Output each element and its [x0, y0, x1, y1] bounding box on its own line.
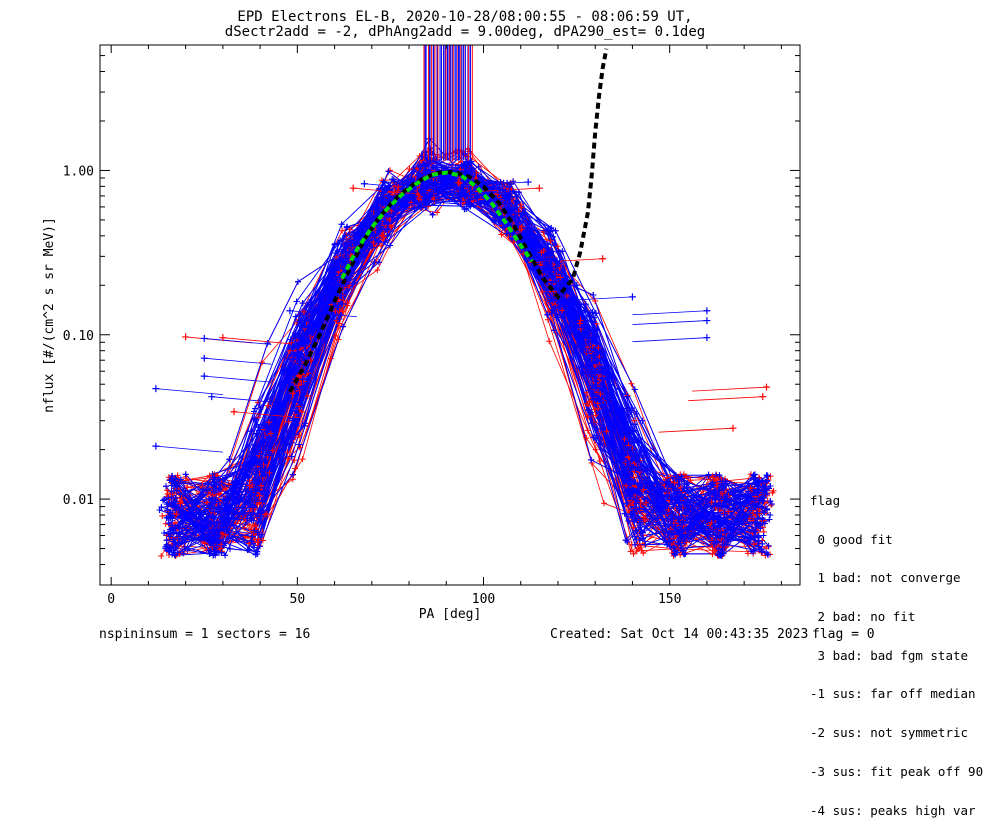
outer-marker-red: [763, 384, 770, 391]
outer-line-blue: [632, 311, 706, 315]
x-axis-label: PA [deg]: [419, 607, 482, 622]
plus-marker-blue: [642, 542, 648, 548]
footer-left: nspininsum = 1 sectors = 16: [99, 627, 310, 642]
x-tick-label: 100: [472, 592, 495, 607]
outer-line-red: [692, 387, 766, 391]
outer-marker-blue: [201, 335, 208, 342]
outer-marker-blue: [703, 334, 710, 341]
outer-line-blue: [212, 397, 279, 403]
outer-marker-blue: [201, 373, 208, 380]
plus-marker-red: [768, 502, 774, 508]
outer-marker-red: [759, 393, 766, 400]
outer-line-blue: [156, 389, 223, 395]
plus-marker-blue: [227, 546, 233, 552]
outer-marker-red: [729, 425, 736, 432]
outer-marker-blue: [629, 293, 636, 300]
chart-title-line2: dSectr2add = -2, dPhAng2add = 9.00deg, d…: [0, 25, 930, 40]
plus-marker-blue: [295, 279, 301, 285]
plus-marker-red: [709, 551, 715, 557]
footer-created: Created: Sat Oct 14 00:43:35 2023: [550, 627, 808, 642]
plus-marker-blue: [344, 224, 350, 230]
vertical-lines: [424, 45, 472, 160]
outer-marker-red: [536, 185, 543, 192]
plus-marker-blue: [766, 516, 772, 522]
plus-marker-blue: [588, 457, 594, 463]
outer-line-blue: [204, 376, 271, 382]
outer-marker-blue: [152, 385, 159, 392]
plus-marker-blue: [163, 483, 169, 489]
outer-marker-blue: [201, 355, 208, 362]
x-tick-label: 0: [107, 592, 115, 607]
outer-line-blue: [632, 338, 706, 342]
outer-marker-blue: [361, 180, 368, 187]
outer-marker-blue: [703, 317, 710, 324]
plus-marker-red: [300, 456, 306, 462]
plus-marker-red: [628, 381, 634, 387]
plus-marker-blue: [553, 228, 559, 234]
x-tick-label: 150: [658, 592, 681, 607]
plus-marker-red: [292, 465, 298, 471]
plus-marker-red: [631, 418, 637, 424]
plus-marker-red: [601, 500, 607, 506]
plus-marker-blue: [222, 552, 228, 558]
plus-marker-blue: [476, 164, 482, 170]
plus-marker-red: [546, 338, 552, 344]
chart-title-line1: EPD Electrons EL-B, 2020-10-28/08:00:55 …: [0, 10, 930, 25]
plus-marker-blue: [296, 441, 302, 447]
outer-line-red: [659, 428, 733, 432]
y-tick-label: 1.00: [63, 164, 94, 179]
y-tick-label: 0.01: [63, 493, 94, 508]
plus-marker-red: [593, 447, 599, 453]
outer-marker-red: [350, 185, 357, 192]
outer-line-blue: [632, 321, 706, 325]
plus-marker-blue: [294, 298, 300, 304]
plus-marker-blue: [246, 547, 252, 553]
outer-marker-red: [231, 408, 238, 415]
outer-marker-blue: [525, 179, 532, 186]
outer-marker-red: [182, 333, 189, 340]
outer-line-blue: [156, 446, 223, 452]
y-axis-label: nflux [#/(cm^2 s sr MeV)]: [42, 217, 57, 413]
x-tick-label: 50: [290, 592, 306, 607]
outer-marker-blue: [703, 307, 710, 314]
outer-marker-blue: [152, 443, 159, 450]
plus-marker-red: [374, 267, 380, 273]
plus-marker-red: [158, 553, 164, 559]
y-tick-label: 0.10: [63, 329, 94, 344]
outer-marker-red: [599, 255, 606, 262]
outer-line-red: [688, 397, 762, 401]
